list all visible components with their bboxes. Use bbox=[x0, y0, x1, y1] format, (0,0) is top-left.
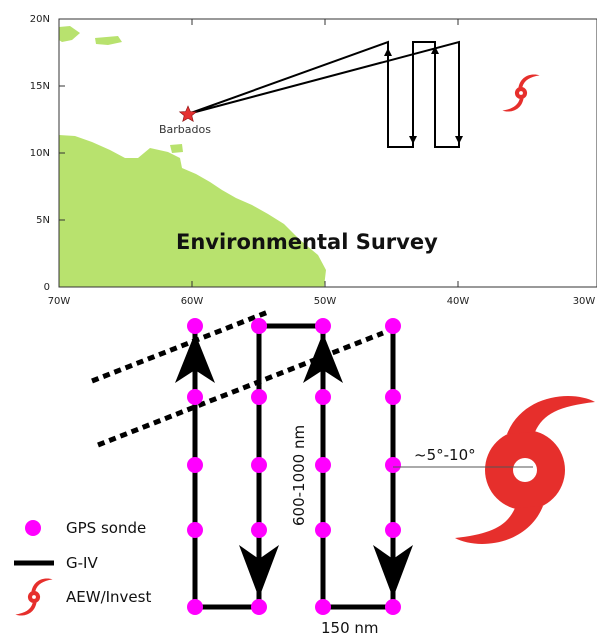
arrow-up-icon bbox=[175, 333, 215, 383]
sonde-dot bbox=[251, 318, 267, 334]
sonde-dot bbox=[385, 318, 401, 334]
land-areas bbox=[59, 26, 326, 287]
arrow-down-icon bbox=[373, 545, 413, 598]
sonde-dot bbox=[315, 318, 331, 334]
sonde-dot bbox=[187, 457, 203, 473]
flight-pattern-schematic: 600-1000 nm 150 nm ~5°-10° bbox=[91, 309, 595, 637]
sonde-dot bbox=[251, 457, 267, 473]
horizontal-distance-label: 150 nm bbox=[321, 619, 379, 637]
sonde-dot bbox=[315, 522, 331, 538]
lat-tick-0: 0 bbox=[44, 282, 50, 293]
longitude-axis bbox=[58, 19, 459, 287]
dotted-guide-lines bbox=[91, 309, 384, 448]
latitude-axis bbox=[59, 18, 65, 288]
sonde-dot bbox=[187, 389, 203, 405]
vertical-distance-label: 600-1000 nm bbox=[290, 425, 308, 526]
lat-tick-10n: 10N bbox=[30, 148, 50, 159]
sonde-dot bbox=[251, 389, 267, 405]
sonde-dot bbox=[315, 457, 331, 473]
lat-tick-5n: 5N bbox=[36, 215, 50, 226]
sonde-dot bbox=[315, 599, 331, 615]
sonde-dot bbox=[251, 522, 267, 538]
legend-label-sonde: GPS sonde bbox=[66, 519, 146, 537]
survey-map: 20N 15N 10N 5N 0 70W 60W 50W 40W 30W bbox=[30, 14, 597, 307]
barbados-star-icon bbox=[178, 105, 198, 123]
lat-tick-15n: 15N bbox=[30, 81, 50, 92]
legend: GPS sonde G-IV AEW/Invest bbox=[14, 519, 151, 616]
offset-label: ~5°-10° bbox=[414, 446, 476, 464]
caribbean-land-1 bbox=[59, 26, 80, 42]
sonde-dot bbox=[187, 599, 203, 615]
arrow-down-icon bbox=[239, 545, 279, 598]
sonde-dot bbox=[385, 522, 401, 538]
sonde-dot bbox=[315, 389, 331, 405]
lon-tick-70w: 70W bbox=[48, 296, 71, 307]
sonde-dot bbox=[385, 457, 401, 473]
direction-arrows bbox=[175, 333, 413, 598]
lon-tick-50w: 50W bbox=[314, 296, 337, 307]
trinidad-land bbox=[170, 144, 183, 153]
flight-track bbox=[187, 40, 463, 148]
sonde-drop-points bbox=[187, 318, 401, 615]
sonde-dot bbox=[385, 599, 401, 615]
sonde-dot-icon bbox=[25, 520, 41, 536]
legend-label-track: G-IV bbox=[66, 554, 98, 572]
schematic-track bbox=[192, 323, 396, 610]
sonde-dot bbox=[187, 522, 203, 538]
sonde-dot bbox=[251, 599, 267, 615]
lon-tick-40w: 40W bbox=[447, 296, 470, 307]
legend-label-storm: AEW/Invest bbox=[66, 588, 151, 606]
sonde-dot bbox=[187, 318, 203, 334]
legend-hurricane-icon bbox=[15, 578, 53, 616]
lat-tick-20n: 20N bbox=[30, 14, 50, 25]
barbados-label: Barbados bbox=[159, 123, 211, 136]
arrow-up-icon bbox=[303, 333, 343, 383]
lon-tick-60w: 60W bbox=[181, 296, 204, 307]
lon-tick-30w: 30W bbox=[573, 296, 596, 307]
sonde-dot bbox=[385, 389, 401, 405]
caribbean-land-2 bbox=[95, 36, 122, 45]
map-title: Environmental Survey bbox=[176, 230, 438, 254]
map-hurricane-icon bbox=[502, 74, 540, 112]
south-america-land bbox=[59, 135, 326, 287]
hurricane-icon bbox=[455, 396, 595, 544]
